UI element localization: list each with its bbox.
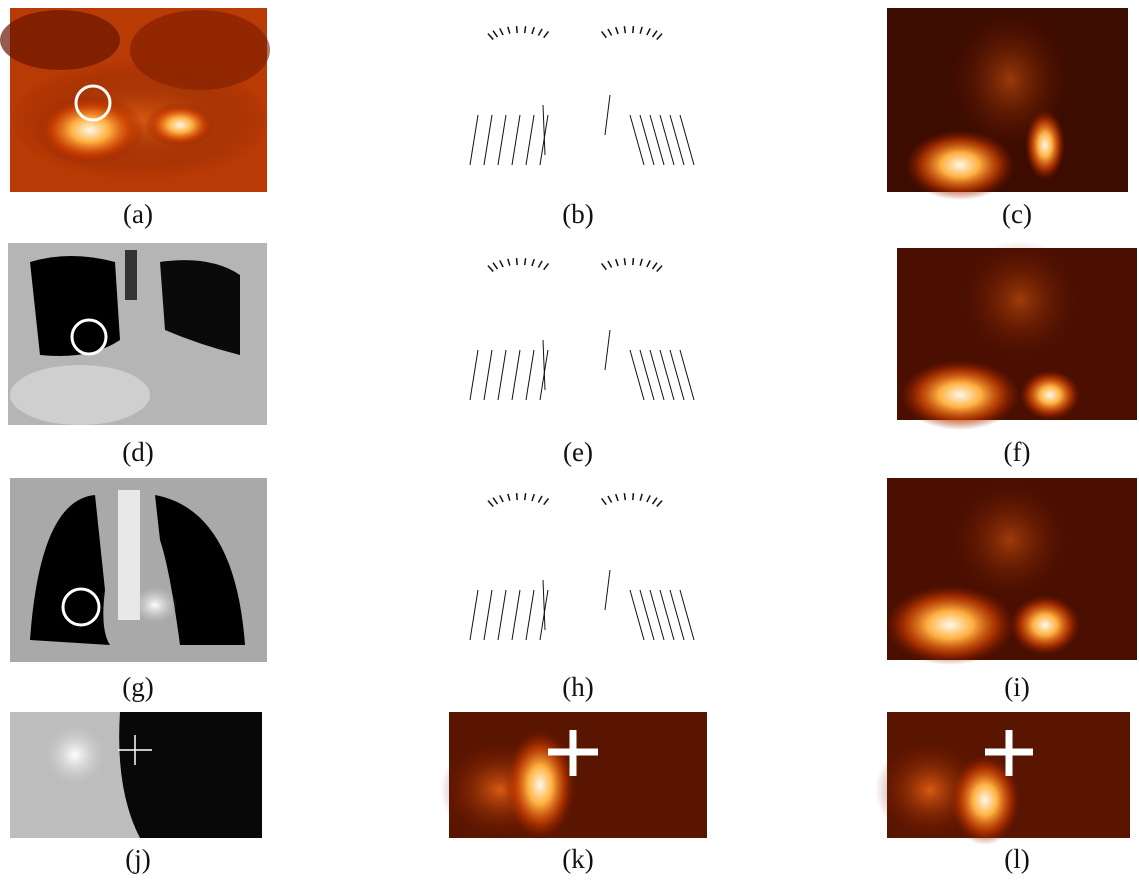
sketch-stroke bbox=[633, 26, 634, 33]
sketch-stroke bbox=[498, 590, 506, 640]
sketch-stroke bbox=[517, 258, 518, 265]
sketch-stroke bbox=[517, 493, 518, 500]
sketch-stroke bbox=[538, 29, 542, 36]
sketch-stroke bbox=[605, 330, 610, 370]
sketch-stroke bbox=[605, 570, 610, 610]
sketch-stroke bbox=[616, 259, 618, 266]
panel-a-image bbox=[0, 8, 270, 192]
caption: (j) bbox=[125, 844, 150, 874]
sketch-stroke bbox=[512, 590, 520, 640]
sketch-stroke bbox=[488, 501, 493, 507]
sketch-stroke bbox=[498, 115, 506, 165]
sketch-stroke bbox=[525, 493, 526, 500]
sketch-stroke bbox=[525, 258, 526, 265]
sketch-stroke bbox=[512, 350, 520, 400]
sketch-stroke bbox=[624, 493, 625, 500]
panel-g-image bbox=[10, 478, 267, 662]
caption: (i) bbox=[1004, 672, 1029, 702]
sketch-stroke bbox=[498, 350, 506, 400]
sketch-stroke bbox=[544, 31, 549, 37]
panel-i-image bbox=[885, 478, 1137, 665]
sketch-stroke bbox=[484, 590, 492, 640]
sketch-stroke bbox=[602, 498, 607, 504]
caption: (b) bbox=[562, 199, 593, 229]
sketch-stroke bbox=[470, 350, 478, 400]
caption: (g) bbox=[122, 672, 153, 702]
sketch-stroke bbox=[470, 115, 478, 165]
panel-k-image bbox=[440, 712, 707, 840]
caption: (a) bbox=[123, 199, 153, 229]
sketch-stroke bbox=[624, 258, 625, 265]
caption: (e) bbox=[563, 437, 593, 467]
sketch-stroke bbox=[616, 27, 618, 34]
caption: (l) bbox=[1004, 844, 1029, 874]
panel-l-image bbox=[875, 712, 1130, 845]
sketch-stroke bbox=[640, 494, 642, 501]
sketch-stroke bbox=[508, 27, 510, 34]
sketch-stroke bbox=[657, 266, 662, 272]
sketch-stroke bbox=[605, 95, 610, 135]
sketch-stroke bbox=[500, 28, 503, 35]
panel-j-image bbox=[10, 712, 262, 838]
sketch-stroke bbox=[488, 34, 493, 40]
sketch-stroke bbox=[657, 34, 662, 40]
sketch-stroke bbox=[633, 258, 634, 265]
sketch-stroke bbox=[608, 29, 612, 36]
panel-d-image bbox=[8, 243, 267, 425]
sketch-stroke bbox=[484, 350, 492, 400]
sketch-stroke bbox=[633, 493, 634, 500]
figure: (a) (b) (c) (d) (e) (f) (g) (h) (i) (j) … bbox=[0, 0, 1139, 886]
caption: (d) bbox=[122, 437, 153, 467]
sketch-stroke bbox=[608, 496, 612, 503]
sketch-stroke bbox=[508, 494, 510, 501]
sketch-stroke bbox=[647, 28, 650, 35]
sketch-stroke bbox=[493, 31, 498, 37]
sketch-stroke bbox=[657, 501, 662, 507]
sketch-stroke bbox=[653, 498, 658, 504]
sketch-stroke bbox=[602, 31, 607, 37]
sketch-stroke bbox=[500, 260, 503, 267]
caption: (f) bbox=[1004, 437, 1031, 467]
sketch-stroke bbox=[602, 263, 607, 269]
sketch-stroke bbox=[640, 259, 642, 266]
sketch-stroke bbox=[532, 259, 534, 266]
sketch-stroke bbox=[538, 261, 542, 268]
sketch-stroke bbox=[526, 590, 534, 640]
sketch-stroke bbox=[500, 495, 503, 502]
panel-c-image bbox=[887, 8, 1128, 200]
sketch-stroke bbox=[493, 263, 498, 269]
sketch-stroke bbox=[525, 26, 526, 33]
sketch-stroke bbox=[526, 350, 534, 400]
sketch-stroke bbox=[517, 26, 518, 33]
sketch-stroke bbox=[526, 115, 534, 165]
sketch-stroke bbox=[532, 494, 534, 501]
caption: (h) bbox=[562, 672, 593, 702]
sketch-stroke bbox=[512, 115, 520, 165]
line-sketches bbox=[470, 26, 694, 640]
sketch-stroke bbox=[470, 590, 478, 640]
sketch-stroke bbox=[532, 27, 534, 34]
caption: (c) bbox=[1002, 199, 1032, 229]
sketch-stroke bbox=[493, 498, 498, 504]
panel-f-image bbox=[897, 240, 1137, 430]
sketch-stroke bbox=[647, 495, 650, 502]
sketch-stroke bbox=[484, 115, 492, 165]
sketch-stroke bbox=[640, 27, 642, 34]
sketch-stroke bbox=[544, 263, 549, 269]
sketch-stroke bbox=[608, 261, 612, 268]
sketch-stroke bbox=[544, 498, 549, 504]
sketch-stroke bbox=[647, 260, 650, 267]
sketch-stroke bbox=[488, 266, 493, 272]
sketch-stroke bbox=[508, 259, 510, 266]
sketch-stroke bbox=[624, 26, 625, 33]
sketch-stroke bbox=[653, 263, 658, 269]
sketch-stroke bbox=[616, 494, 618, 501]
sketch-stroke bbox=[538, 496, 542, 503]
caption: (k) bbox=[562, 844, 593, 874]
sketch-stroke bbox=[653, 31, 658, 37]
